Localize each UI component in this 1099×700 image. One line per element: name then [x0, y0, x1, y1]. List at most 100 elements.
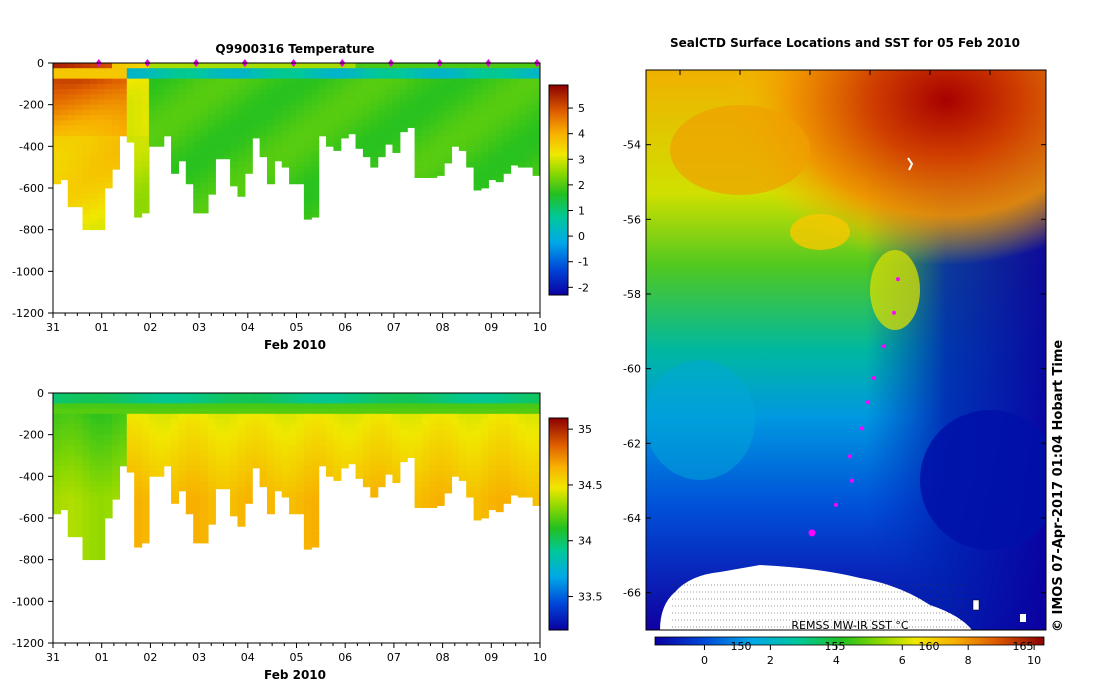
temperature-cell: [385, 89, 394, 95]
salinity-cell: [222, 408, 231, 415]
salinity-cell: [266, 398, 275, 404]
temperature-cell: [89, 193, 98, 199]
temperature-cell: [82, 115, 91, 121]
salinity-cell: [75, 502, 84, 508]
salinity-cell: [141, 424, 150, 430]
temperature-cell: [185, 125, 194, 132]
temperature-cell: [421, 151, 430, 158]
temperature-cell: [163, 115, 172, 121]
salinity-cell: [252, 424, 261, 430]
sst-kelvin-label: 165: [1013, 640, 1034, 653]
salinity-cell: [407, 413, 416, 420]
salinity-cell: [89, 460, 98, 467]
salinity-cell: [525, 481, 534, 488]
salinity-cell: [444, 481, 453, 488]
salinity-cell: [244, 465, 253, 472]
temperature-cell: [237, 109, 246, 116]
temperature-cell: [355, 73, 364, 80]
salinity-cell: [370, 481, 379, 488]
salinity-cell: [156, 439, 165, 446]
salinity-cell: [67, 471, 76, 477]
temperature-cell: [230, 151, 239, 158]
temperature-cell: [525, 120, 534, 126]
temperature-cell: [134, 78, 143, 85]
salinity-cell: [377, 403, 386, 410]
temperature-cell: [266, 161, 275, 168]
salinity-cell: [296, 419, 305, 425]
salinity-cell: [207, 523, 216, 525]
salinity-cell: [230, 507, 239, 514]
salinity-cell: [266, 434, 275, 441]
temperature-cell: [488, 146, 497, 152]
temperature-cell: [414, 151, 423, 158]
salinity-cell: [377, 455, 386, 462]
temperature-cell: [355, 135, 364, 142]
temperature-cell: [333, 115, 342, 121]
temperature-cell: [377, 141, 386, 147]
temperature-cell: [414, 125, 423, 132]
temperature-cell: [266, 115, 275, 121]
salinity-cell: [207, 393, 216, 399]
salinity-cell: [311, 413, 320, 420]
salinity-cell: [414, 445, 423, 451]
temperature-cell: [414, 172, 423, 178]
temperature-x-label: Feb 2010: [264, 338, 326, 352]
temperature-cell: [259, 120, 268, 126]
temperature-cell: [370, 151, 379, 158]
temperature-cell: [281, 63, 290, 69]
salinity-cell: [311, 497, 320, 503]
salinity-cell: [377, 460, 386, 467]
temperature-cell: [82, 203, 91, 210]
temperature-cell: [230, 94, 239, 100]
salinity-cell: [193, 471, 202, 477]
temperature-cell: [480, 99, 489, 106]
temperature-cell: [385, 109, 394, 116]
salinity-cell: [444, 439, 453, 446]
salinity-cell: [259, 408, 268, 415]
temperature-cell: [134, 214, 143, 218]
temperature-cell: [303, 182, 312, 189]
salinity-cell: [222, 429, 231, 436]
temperature-cell: [326, 63, 334, 69]
temperature-cell: [466, 115, 475, 121]
temperature-cell: [340, 99, 349, 106]
temperature-cell: [119, 68, 128, 74]
salinity-cell: [112, 491, 121, 498]
temperature-cell: [451, 73, 460, 80]
salinity-cell: [311, 491, 320, 498]
temperature-cell: [510, 151, 519, 158]
temperature-cell: [289, 109, 298, 116]
salinity-cell: [458, 445, 467, 451]
temperature-cell: [185, 104, 194, 111]
temperature-cell: [97, 99, 106, 106]
salinity-cell: [289, 445, 298, 451]
salinity-cell: [281, 476, 290, 482]
salinity-cell: [348, 393, 357, 399]
map-title: SealCTD Surface Locations and SST for 05…: [670, 36, 1020, 50]
temperature-cell: [458, 135, 467, 142]
temperature-cell: [75, 94, 84, 100]
temperature-cell: [444, 125, 453, 132]
temperature-cell: [215, 125, 224, 132]
salinity-cell: [104, 403, 113, 410]
temperature-cell: [244, 151, 253, 158]
salinity-cell: [200, 434, 209, 441]
sealctd-location: [892, 310, 896, 315]
temperature-cell: [82, 182, 91, 189]
temperature-cell: [112, 125, 121, 132]
salinity-cell: [340, 408, 349, 415]
temperature-cell: [340, 130, 349, 137]
temperature-cell: [407, 78, 416, 85]
sealctd-location: [896, 277, 900, 282]
temperature-cell: [444, 89, 453, 95]
salinity-cell: [473, 434, 482, 441]
temperature-cell: [67, 125, 76, 132]
salinity-cell: [134, 476, 143, 482]
temperature-cell: [148, 68, 157, 74]
salinity-cell: [333, 471, 342, 477]
sst-kelvin-label: 150: [731, 640, 752, 653]
salinity-cell: [421, 460, 430, 467]
salinity-cell: [97, 507, 106, 514]
x-tick-label: 10: [533, 651, 547, 664]
salinity-cell: [171, 497, 180, 503]
